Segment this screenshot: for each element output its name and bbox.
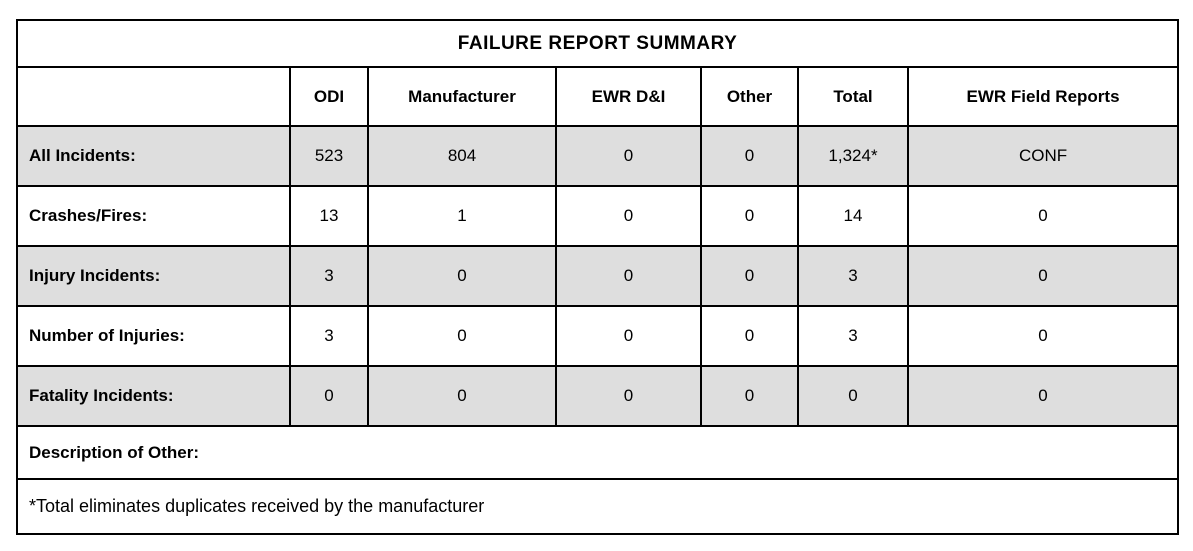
cell-value: 3 bbox=[797, 245, 909, 307]
column-header-row: ODI Manufacturer EWR D&I Other Total EWR… bbox=[16, 66, 1180, 127]
cell-value: 523 bbox=[289, 125, 369, 187]
row-label-crashes-fires: Crashes/Fires: bbox=[16, 185, 291, 247]
cell-value: 0 bbox=[367, 305, 557, 367]
footnote-row: *Total eliminates duplicates received by… bbox=[15, 478, 1180, 535]
row-label-fatality-incidents: Fatality Incidents: bbox=[16, 365, 291, 427]
table-row-all-incidents: All Incidents: 523 804 0 0 1,324* CONF bbox=[16, 125, 1180, 187]
cell-value: 0 bbox=[700, 365, 799, 427]
table-row-injury-incidents: Injury Incidents: 3 0 0 0 3 0 bbox=[16, 245, 1180, 307]
cell-value: 804 bbox=[367, 125, 557, 187]
table-row-fatality-incidents: Fatality Incidents: 0 0 0 0 0 0 bbox=[16, 365, 1180, 427]
description-of-other-row: Description of Other: bbox=[15, 425, 1180, 480]
description-of-other-label: Description of Other: bbox=[15, 425, 1180, 480]
cell-value: 0 bbox=[906, 365, 1180, 427]
cell-value: 0 bbox=[906, 245, 1180, 307]
table-row-number-of-injuries: Number of Injuries: 3 0 0 0 3 0 bbox=[16, 305, 1180, 367]
cell-value: CONF bbox=[906, 125, 1180, 187]
cell-value: 0 bbox=[700, 125, 799, 187]
column-header-ewr-di: EWR D&I bbox=[555, 66, 702, 127]
row-label-injury-incidents: Injury Incidents: bbox=[16, 245, 291, 307]
table-title: FAILURE REPORT SUMMARY bbox=[15, 19, 1180, 68]
column-header-manufacturer: Manufacturer bbox=[367, 66, 557, 127]
cell-value: 0 bbox=[555, 185, 702, 247]
cell-value: 14 bbox=[797, 185, 909, 247]
column-header-ewr-field-reports: EWR Field Reports bbox=[906, 66, 1180, 127]
cell-value: 0 bbox=[367, 245, 557, 307]
cell-value: 0 bbox=[700, 185, 799, 247]
cell-value: 0 bbox=[555, 365, 702, 427]
footnote-text: *Total eliminates duplicates received by… bbox=[15, 478, 1180, 535]
cell-value: 0 bbox=[555, 245, 702, 307]
cell-value: 0 bbox=[797, 365, 909, 427]
cell-value: 0 bbox=[906, 185, 1180, 247]
cell-value: 3 bbox=[289, 245, 369, 307]
row-label-all-incidents: All Incidents: bbox=[16, 125, 291, 187]
cell-value: 0 bbox=[555, 305, 702, 367]
column-header-total: Total bbox=[797, 66, 909, 127]
cell-value: 13 bbox=[289, 185, 369, 247]
cell-value: 0 bbox=[906, 305, 1180, 367]
column-header-blank bbox=[16, 66, 291, 127]
cell-value: 1,324* bbox=[797, 125, 909, 187]
cell-value: 0 bbox=[367, 365, 557, 427]
failure-report-summary-table: FAILURE REPORT SUMMARY ODI Manufacturer … bbox=[15, 19, 1180, 535]
table-title-row: FAILURE REPORT SUMMARY bbox=[15, 19, 1180, 68]
cell-value: 1 bbox=[367, 185, 557, 247]
cell-value: 3 bbox=[797, 305, 909, 367]
cell-value: 0 bbox=[700, 245, 799, 307]
cell-value: 0 bbox=[289, 365, 369, 427]
cell-value: 3 bbox=[289, 305, 369, 367]
column-header-odi: ODI bbox=[289, 66, 369, 127]
cell-value: 0 bbox=[555, 125, 702, 187]
column-header-other: Other bbox=[700, 66, 799, 127]
row-label-number-of-injuries: Number of Injuries: bbox=[16, 305, 291, 367]
table-row-crashes-fires: Crashes/Fires: 13 1 0 0 14 0 bbox=[16, 185, 1180, 247]
cell-value: 0 bbox=[700, 305, 799, 367]
